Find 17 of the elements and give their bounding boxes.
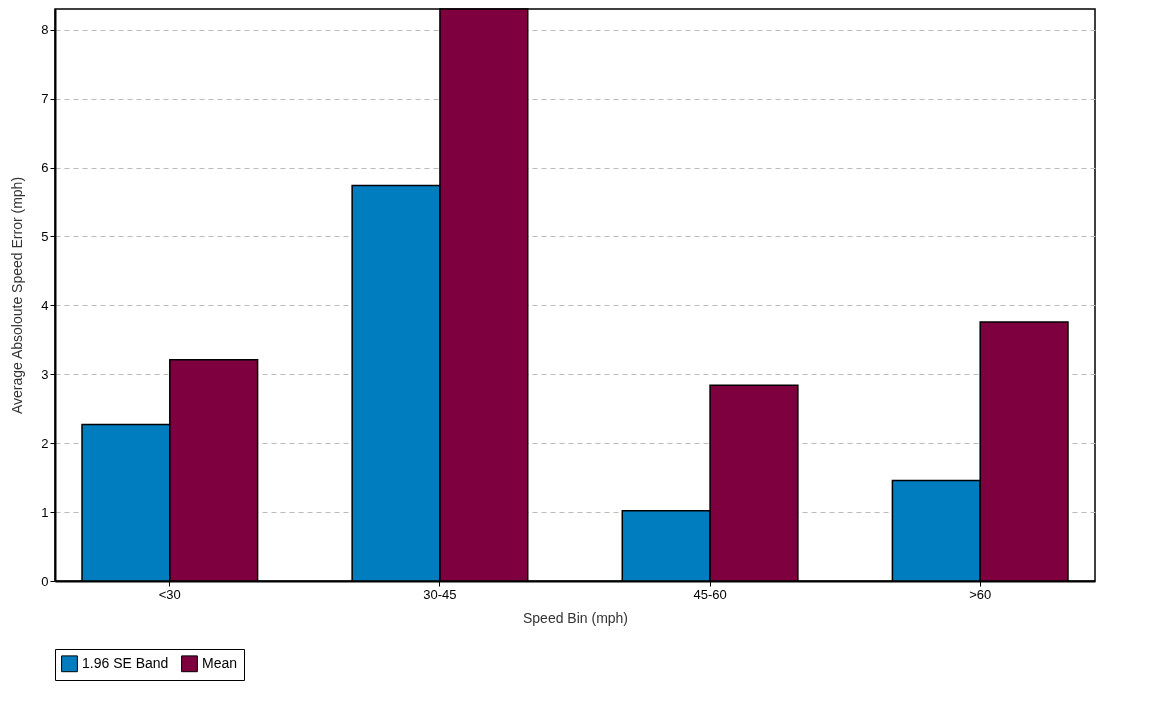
y-tick-label: 7 — [41, 91, 49, 107]
legend-label: Mean — [202, 654, 238, 671]
x-tick-label: 45-60 — [693, 586, 727, 602]
y-tick-label: 5 — [41, 228, 49, 244]
legend-label: 1.96 SE Band — [82, 654, 169, 671]
y-tick-label: 0 — [41, 573, 49, 589]
x-tick-label: <30 — [158, 586, 181, 602]
y-tick-label: 1 — [41, 504, 49, 520]
y-tick-label: 2 — [41, 435, 49, 451]
y-tick-label: 4 — [41, 297, 49, 313]
y-tick-label: 6 — [41, 160, 49, 176]
x-tick-label: 30-45 — [423, 586, 457, 602]
y-axis-title: Average Absoloute Speed Error (mph) — [9, 176, 26, 415]
y-tick-label: 3 — [41, 366, 49, 382]
x-tick-label: >60 — [969, 586, 992, 602]
x-axis-title: Speed Bin (mph) — [522, 609, 629, 626]
y-tick-label: 8 — [41, 22, 49, 38]
